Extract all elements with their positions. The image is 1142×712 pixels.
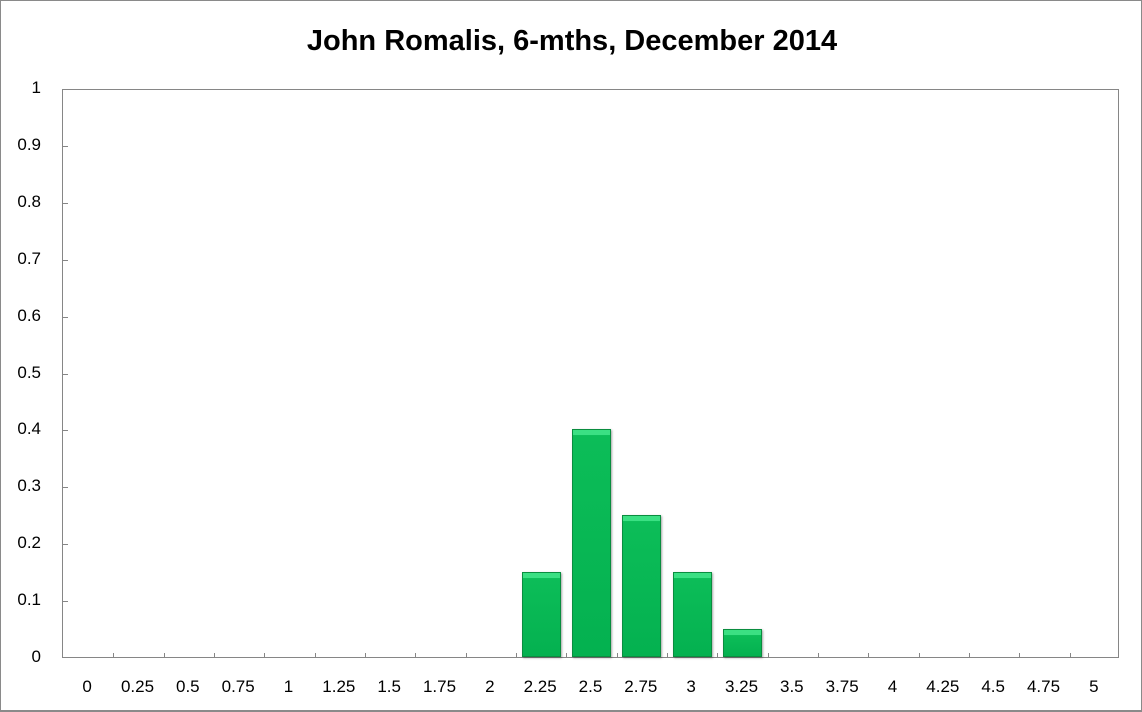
y-tick	[63, 601, 68, 603]
y-tick-label: 0.2	[17, 533, 41, 553]
x-tick	[818, 653, 819, 658]
x-tick-label: 4	[887, 677, 898, 696]
y-tick	[63, 145, 68, 147]
bar-2.75	[622, 514, 662, 657]
y-tick-label: 1	[31, 78, 41, 97]
x-tick	[415, 653, 417, 658]
x-tick-label: 1	[283, 677, 294, 696]
x-tick	[1069, 653, 1071, 658]
x-tick-label: 4.75	[1026, 677, 1061, 696]
x-tick-label: 0.75	[221, 677, 255, 696]
x-tick	[264, 653, 266, 658]
x-tick	[365, 653, 366, 658]
x-tick	[566, 653, 568, 658]
x-tick	[113, 653, 115, 658]
bar-2.25	[521, 571, 561, 657]
x-tick-label: 3	[686, 677, 696, 696]
x-tick-label: 1.25	[322, 677, 356, 696]
x-tick	[918, 653, 920, 658]
y-tick-label: 0.1	[17, 590, 41, 610]
y-tick	[63, 487, 68, 489]
x-tick	[516, 653, 517, 658]
x-tick-label: 1.5	[377, 677, 401, 696]
x-tick-label: 2	[485, 677, 495, 696]
bar-3	[672, 571, 712, 657]
x-tick	[314, 653, 316, 658]
y-tick	[63, 544, 68, 546]
y-tick-label: 0.7	[17, 248, 41, 268]
y-tick	[63, 202, 68, 204]
y-tick-label: 0.6	[17, 305, 41, 325]
x-tick-label: 2.75	[624, 677, 658, 696]
x-tick	[969, 653, 970, 658]
x-tick-label: 0.5	[176, 677, 200, 696]
bar-3.25	[723, 628, 762, 657]
y-tick-label: 0.9	[17, 134, 41, 154]
x-tick	[214, 653, 215, 658]
y-tick	[63, 430, 68, 432]
x-tick	[767, 653, 769, 658]
y-tick-label: 0.5	[17, 362, 41, 382]
x-tick-label: 3.5	[780, 677, 804, 696]
x-tick	[868, 653, 870, 658]
x-tick	[163, 653, 165, 658]
chart-title: John Romalis, 6-mths, December 2014	[306, 25, 838, 57]
x-tick-label: 2.25	[523, 677, 557, 696]
y-tick	[63, 316, 68, 318]
x-tick-label: 3.75	[825, 677, 859, 696]
x-tick	[1019, 653, 1021, 658]
y-tick	[63, 373, 68, 375]
x-tick	[717, 653, 719, 658]
plot-area	[62, 89, 1119, 658]
x-tick-label: 2.5	[578, 677, 603, 696]
x-tick	[667, 653, 668, 658]
x-tick	[465, 653, 467, 658]
x-tick-label: 0.25	[120, 677, 155, 696]
y-tick	[63, 259, 68, 261]
x-tick-label: 4.25	[926, 677, 960, 696]
x-tick-label: 3.25	[724, 677, 759, 696]
x-tick-label: 4.5	[981, 677, 1005, 696]
bar-2.5	[572, 429, 611, 657]
y-tick-label: 0.3	[17, 476, 41, 496]
x-tick-label: 1.75	[422, 677, 457, 696]
y-tick-label: 0.4	[17, 419, 41, 439]
x-tick-label: 5	[1089, 677, 1099, 696]
y-tick-label: 0.8	[17, 191, 41, 211]
x-tick-label: 0	[82, 677, 92, 696]
x-tick	[616, 653, 618, 658]
y-tick-label: 0	[31, 647, 41, 666]
